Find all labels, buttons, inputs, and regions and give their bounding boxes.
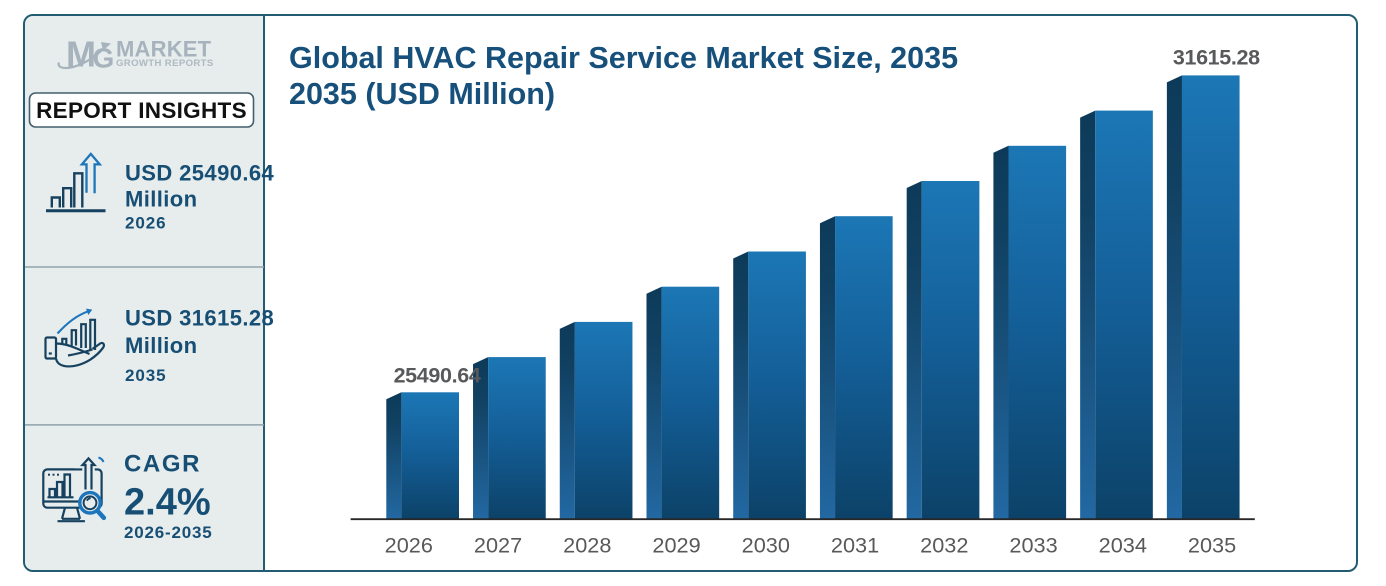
svg-text:2035: 2035: [1188, 533, 1236, 558]
svg-text:USD 31615.28: USD 31615.28: [125, 306, 274, 331]
svg-text:Million: Million: [125, 333, 197, 358]
svg-text:G: G: [93, 43, 115, 74]
svg-text:2026-2035: 2026-2035: [124, 523, 213, 542]
svg-text:Million: Million: [125, 187, 197, 212]
svg-text:Global HVAC Repair Service Mar: Global HVAC Repair Service Market Size, …: [289, 41, 958, 75]
svg-text:USD 25490.64: USD 25490.64: [125, 160, 274, 185]
svg-text:2028: 2028: [563, 533, 611, 558]
svg-text:2027: 2027: [474, 533, 522, 558]
svg-text:REPORT INSIGHTS: REPORT INSIGHTS: [36, 98, 247, 123]
svg-text:2035 (USD Million): 2035 (USD Million): [289, 77, 555, 111]
svg-text:2029: 2029: [652, 533, 700, 558]
svg-text:2030: 2030: [742, 533, 790, 558]
svg-text:2034: 2034: [1099, 533, 1147, 558]
svg-text:25490.64: 25490.64: [394, 363, 481, 387]
svg-text:2.4%: 2.4%: [124, 482, 211, 524]
svg-text:2033: 2033: [1009, 533, 1057, 558]
svg-text:2032: 2032: [920, 533, 968, 558]
svg-text:2031: 2031: [831, 533, 879, 558]
svg-text:2026: 2026: [125, 213, 166, 232]
svg-text:2026: 2026: [385, 533, 433, 558]
svg-text:CAGR: CAGR: [124, 450, 201, 477]
svg-text:MARKET: MARKET: [116, 37, 212, 62]
svg-text:2035: 2035: [125, 366, 166, 385]
svg-text:31615.28: 31615.28: [1173, 45, 1260, 69]
svg-text:GROWTH REPORTS: GROWTH REPORTS: [116, 58, 214, 69]
